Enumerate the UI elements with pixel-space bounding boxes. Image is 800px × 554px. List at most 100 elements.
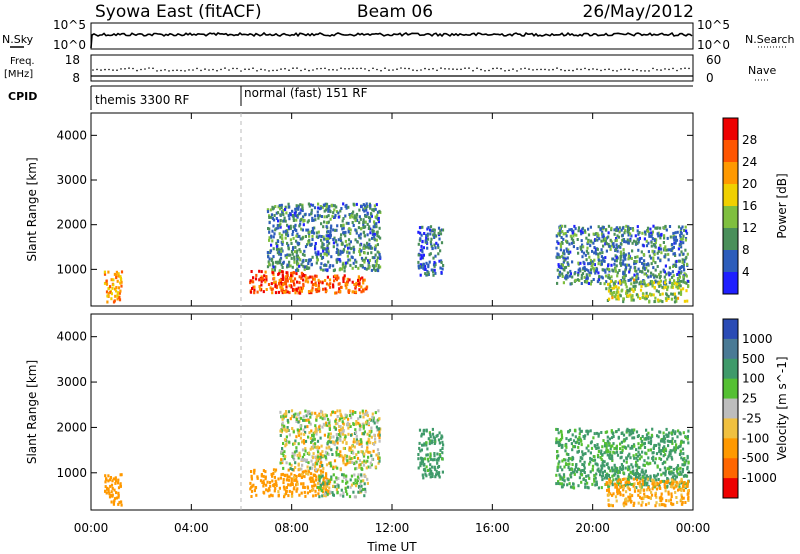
velocity-echo-cell [563,475,566,479]
power-echo-cell [347,238,351,242]
power-echo-cell [332,238,335,241]
power-echo-cell [684,238,687,242]
power-echo-cell [345,280,349,284]
velocity-echo-cell [307,435,310,439]
power-echo-cell [570,241,574,245]
velocity-echo-cell [630,500,633,504]
power-echo-cell [576,238,579,241]
velocity-echo-cell [558,438,561,442]
power-echo-cell [328,205,331,208]
velocity-echo-cell [644,495,647,499]
velocity-echo-cell [319,461,322,465]
power-echo-cell [562,249,565,253]
power-echo-cell [336,277,339,280]
power-echo-cell [631,227,634,231]
power-echo-cell [274,283,277,287]
freq-point [192,69,194,71]
velocity-echo-cell [666,439,669,443]
velocity-echo-cell [436,461,439,465]
velocity-echo-cell [113,488,116,492]
power-echo-cell [584,280,587,284]
power-echo-cell [353,216,356,220]
power-echo-cell [610,226,613,230]
velocity-echo-cell [310,429,313,433]
velocity-echo-cell [616,474,619,478]
power-echo-cell [681,260,684,264]
power-echo-cell [369,246,372,250]
power-echo-cell [315,255,319,259]
power-echo-cell [295,239,298,243]
power-echo-cell [355,260,358,264]
freq-point [256,70,258,72]
freq-point [512,68,514,70]
velocity-echo-cell [613,447,616,450]
velocity-echo-cell [328,482,331,486]
power-echo-cell [579,247,583,251]
power-echo-cell [628,270,631,274]
velocity-echo-cell [377,452,380,456]
freq-point [304,68,306,70]
velocity-echo-cell [329,432,332,436]
power-echo-cell [674,295,677,299]
power-echo-cell [291,233,294,236]
power-echo-cell [679,271,682,275]
power-echo-cell [425,236,428,240]
velocity-echo-cell [650,439,653,443]
power-echo-cell [359,217,362,221]
power-echo-cell [613,283,616,287]
power-echo-cell [278,269,281,273]
velocity-echo-cell [342,459,345,463]
velocity-echo-cell [322,490,325,494]
velocity-echo-cell [430,439,434,443]
velocity-echo-cell [357,417,360,421]
velocity-echo-cell [357,473,360,477]
power-echo-cell [565,277,568,281]
power-echo-cell [564,224,567,228]
power-echo-cell [304,275,307,279]
power-echo-cell [614,267,617,271]
power-echo-cell [295,251,298,255]
power-echo-cell [311,255,314,259]
velocity-echo-cell [301,463,304,467]
velocity-echo-cell [670,492,673,496]
velocity-echo-cell [633,436,636,440]
velocity-colorbar-swatch [723,378,738,400]
velocity-echo-cell [438,471,441,475]
power-echo-cell [562,237,565,241]
velocity-echo-cell [426,457,429,461]
velocity-echo-cell [607,498,610,502]
velocity-echo-cell [663,437,667,441]
power-echo-cell [680,237,683,241]
velocity-echo-cell [605,482,608,486]
velocity-echo-cell [607,492,611,496]
power-echo-cell [258,285,261,288]
velocity-echo-cell [683,460,686,464]
velocity-echo-cell [280,450,283,454]
power-echo-cell [557,241,560,245]
freq-point [176,69,178,71]
velocity-echo-cell [677,488,680,492]
power-echo-cell [266,210,270,214]
power-echo-cell [291,247,295,251]
velocity-echo-cell [304,439,308,443]
power-echo-cell [556,268,559,272]
freq-point [180,69,182,72]
velocity-echo-cell [335,488,338,491]
freq-point [640,70,642,72]
power-echo-cell [299,203,302,207]
velocity-echo-cell [328,486,331,490]
power-echo-cell [311,203,315,207]
velocity-echo-cell [568,428,572,432]
power-echo-cell [562,267,565,271]
power-echo-cell [347,289,350,293]
velocity-echo-cell [372,419,375,423]
power-echo-cell [647,275,650,279]
power-echo-cell [570,282,573,286]
velocity-echo-cell [642,442,645,446]
velocity-echo-cell [335,446,339,450]
power-echo-cell [298,234,301,238]
velocity-echo-cell [599,473,602,477]
power-echo-cell [349,240,352,244]
power-echo-cell [278,204,281,208]
velocity-echo-cell [636,435,639,438]
